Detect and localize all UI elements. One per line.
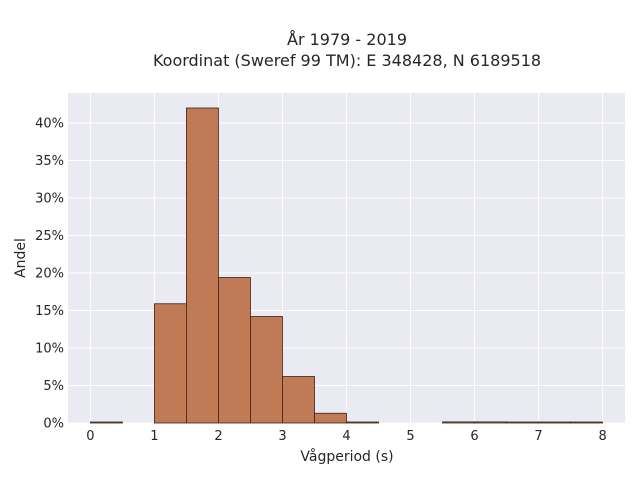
histogram-bar-15 [570,421,603,424]
x-tick-label: 0 [86,429,94,444]
histogram-bar-8 [346,421,379,424]
histogram-bar-2 [154,303,187,424]
histogram-bar-13 [506,421,539,424]
y-axis-label: Andel [13,238,29,278]
y-tick-label: 10% [35,342,64,357]
histogram-bar-7 [314,412,347,424]
chart-title-line-1: År 1979 - 2019 [287,30,407,49]
y-tick-label: 40% [35,117,64,132]
x-tick-label: 8 [598,429,606,444]
x-tick-label: 6 [470,429,478,444]
histogram-bar-0 [90,421,123,424]
y-tick-label: 20% [35,267,64,282]
y-tick-label: 25% [35,229,64,244]
x-axis-ticks: 0 1 2 3 4 5 6 7 8 [86,429,606,444]
x-tick-label: 4 [342,429,350,444]
y-tick-label: 15% [35,304,64,319]
histogram-bar-12 [474,421,507,424]
x-axis-label: Vågperiod (s) [300,448,393,465]
x-tick-label: 3 [278,429,286,444]
histogram-bar-3 [186,107,219,424]
x-tick-label: 1 [150,429,158,444]
chart-title-line-2: Koordinat (Sweref 99 TM): E 348428, N 61… [153,51,541,70]
y-tick-label: 5% [43,379,64,394]
histogram-bar-11 [442,421,475,424]
y-tick-label: 30% [35,192,64,207]
bars [90,107,603,424]
histogram-bar-6 [282,376,315,424]
y-tick-label: 35% [35,154,64,169]
histogram-bar-4 [218,277,251,424]
x-tick-label: 5 [406,429,414,444]
x-tick-label: 2 [214,429,222,444]
histogram-bar-5 [250,316,283,424]
y-axis-ticks: 0% 5% 10% 15% 20% 25% 30% 35% 40% [35,117,64,432]
x-tick-label: 7 [534,429,542,444]
histogram-bar-14 [538,421,571,424]
y-tick-label: 0% [43,417,64,432]
